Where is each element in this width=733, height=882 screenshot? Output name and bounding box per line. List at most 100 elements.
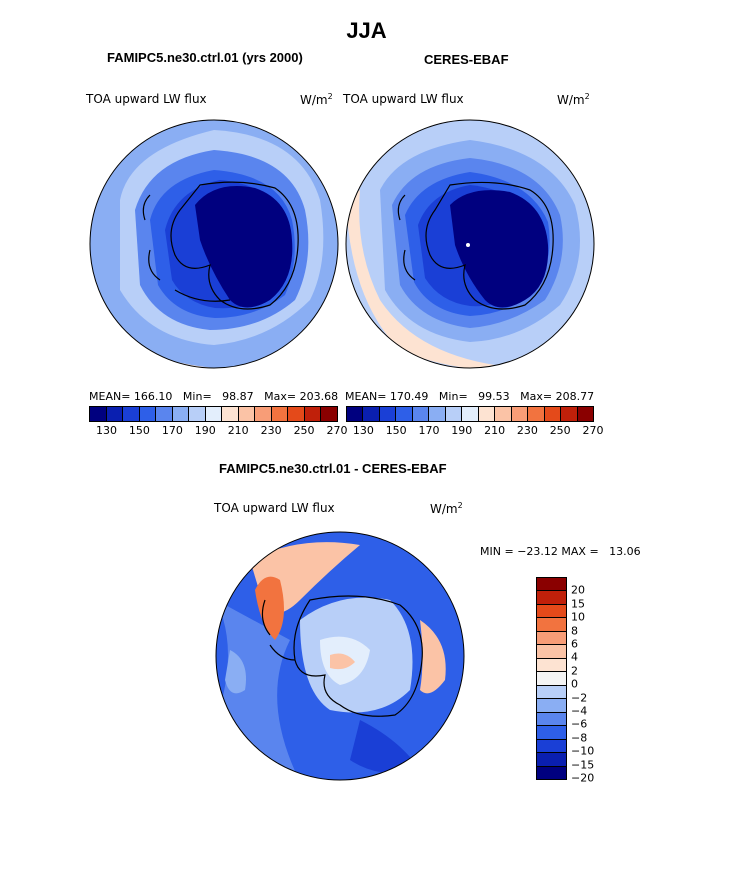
obs-max-value: 208.77 (555, 390, 595, 403)
obs-colorbar-cell (544, 407, 562, 421)
model-colorbar-tick-label: 170 (161, 424, 183, 437)
obs-colorbar-cell (478, 407, 496, 421)
diff-colorbar (536, 577, 567, 780)
obs-colorbar-cell (495, 407, 512, 421)
obs-colorbar-tick-label: 250 (549, 424, 571, 437)
obs-min-value: 99.53 (478, 390, 510, 403)
obs-colorbar-cell (561, 407, 578, 421)
diff-colorbar-cell (537, 726, 566, 740)
page-title: JJA (346, 18, 387, 43)
obs-variable-label: TOA upward LW flux (343, 92, 464, 106)
model-min-value: 98.87 (222, 390, 254, 403)
model-colorbar-cell (156, 407, 173, 421)
diff-colorbar-cell (537, 658, 566, 673)
diff-colorbar-cell (537, 604, 566, 619)
model-colorbar-tick-label: 270 (326, 424, 348, 437)
diff-colorbar-cell (537, 618, 566, 632)
model-colorbar-tick-label: 150 (128, 424, 150, 437)
diff-colorbar-tick-label: 2 (571, 664, 578, 678)
diff-colorbar-cell (537, 685, 566, 700)
diff-panel-title: FAMIPC5.ne30.ctrl.01 - CERES-EBAF (219, 461, 447, 476)
diff-colorbar-tick-label: 4 (571, 650, 578, 664)
diff-colorbar-cell (537, 712, 566, 727)
diff-colorbar-cell (537, 672, 566, 686)
model-panel-title: FAMIPC5.ne30.ctrl.01 (yrs 2000) (107, 50, 303, 65)
diff-colorbar-tick-label: 6 (571, 637, 578, 651)
obs-colorbar-tick-label: 190 (451, 424, 473, 437)
model-stats: MEAN= 166.10 Min= 98.87 Max= 203.68 (89, 390, 339, 403)
obs-colorbar-cell (429, 407, 446, 421)
diff-variable-label: TOA upward LW flux (214, 501, 335, 515)
model-colorbar-tick-label: 210 (227, 424, 249, 437)
obs-colorbar-cell (462, 407, 479, 421)
obs-colorbar-tick-label: 270 (582, 424, 604, 437)
model-colorbar-cell (90, 407, 107, 421)
diff-units-label: W/m2 (430, 501, 463, 516)
model-colorbar-tick-label: 250 (293, 424, 315, 437)
model-units-label: W/m2 (300, 92, 333, 107)
diff-colorbar-cell (537, 645, 566, 659)
model-colorbar-cell (238, 407, 256, 421)
diff-colorbar-tick-label: −10 (571, 744, 595, 758)
obs-colorbar-cell (511, 407, 529, 421)
diff-colorbar-tick-label: 0 (571, 677, 578, 691)
model-mean-value: 166.10 (133, 390, 173, 403)
diff-stats: MIN = −23.12 MAX = 13.06 (480, 545, 641, 558)
diff-colorbar-tick-label: 8 (571, 624, 578, 638)
model-colorbar-cell (222, 407, 239, 421)
diff-colorbar-cell (537, 753, 566, 767)
diff-colorbar-cell (537, 591, 566, 605)
obs-map (346, 120, 594, 368)
diff-colorbar-cell (537, 631, 566, 646)
obs-units-label: W/m2 (557, 92, 590, 107)
model-colorbar-cell (255, 407, 272, 421)
model-colorbar-cell (139, 407, 157, 421)
model-colorbar-cell (288, 407, 305, 421)
model-colorbar (89, 406, 338, 422)
diff-colorbar-tick-label: 15 (571, 597, 585, 611)
model-colorbar-cell (304, 407, 322, 421)
diff-colorbar-cell (537, 578, 566, 592)
obs-colorbar-tick-label: 230 (516, 424, 538, 437)
diff-colorbar-tick-label: −6 (571, 717, 588, 731)
model-map (90, 120, 338, 368)
diff-colorbar-cell (537, 699, 566, 713)
diff-colorbar-tick-label: −4 (571, 704, 588, 718)
obs-colorbar-tick-label: 210 (484, 424, 506, 437)
diff-colorbar-tick-label: −15 (571, 758, 595, 772)
model-colorbar-cell (106, 407, 124, 421)
model-colorbar-cell (205, 407, 223, 421)
obs-colorbar-cell (347, 407, 364, 421)
obs-colorbar-cell (577, 407, 594, 421)
obs-colorbar-cell (445, 407, 463, 421)
diff-min-value: −23.12 (517, 545, 558, 558)
diff-colorbar-cell (537, 766, 566, 780)
diff-colorbar-tick-label: −8 (571, 731, 588, 745)
obs-colorbar (346, 406, 594, 422)
obs-colorbar-tick-label: 170 (418, 424, 440, 437)
diff-colorbar-tick-label: 10 (571, 610, 585, 624)
model-colorbar-tick-label: 190 (194, 424, 216, 437)
diff-max-value: 13.06 (609, 545, 641, 558)
model-colorbar-cell (321, 407, 337, 421)
obs-colorbar-cell (528, 407, 545, 421)
model-colorbar-tick-label: 130 (95, 424, 117, 437)
obs-colorbar-cell (379, 407, 397, 421)
difference-map (216, 532, 464, 780)
diff-colorbar-tick-label: −20 (571, 771, 595, 785)
diff-colorbar-cell (537, 739, 566, 754)
obs-colorbar-tick-label: 130 (352, 424, 374, 437)
obs-mean-value: 170.49 (389, 390, 429, 403)
model-max-value: 203.68 (299, 390, 339, 403)
model-colorbar-cell (123, 407, 140, 421)
obs-colorbar-tick-label: 150 (385, 424, 407, 437)
model-colorbar-cell (172, 407, 190, 421)
diff-colorbar-tick-label: 20 (571, 583, 585, 597)
obs-stats: MEAN= 170.49 Min= 99.53 Max= 208.77 (345, 390, 595, 403)
obs-panel-title: CERES-EBAF (424, 52, 509, 67)
model-colorbar-cell (189, 407, 206, 421)
model-variable-label: TOA upward LW flux (86, 92, 207, 106)
obs-colorbar-cell (396, 407, 413, 421)
diff-colorbar-tick-label: −2 (571, 691, 588, 705)
